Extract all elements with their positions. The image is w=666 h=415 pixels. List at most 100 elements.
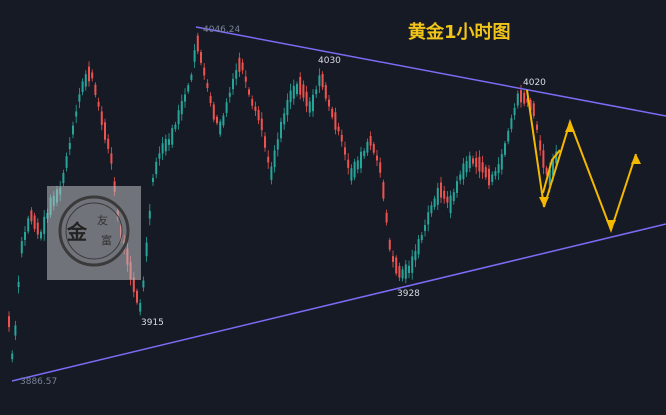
candle-body bbox=[260, 118, 263, 131]
candle-body bbox=[369, 135, 372, 146]
candle-body bbox=[94, 84, 97, 95]
candle-body bbox=[155, 161, 158, 175]
candle-body bbox=[395, 257, 398, 274]
candle-body bbox=[267, 156, 270, 163]
candle-body bbox=[516, 93, 519, 106]
candle-body bbox=[459, 174, 462, 181]
candle-body bbox=[180, 100, 183, 115]
projection-path-2 bbox=[542, 149, 561, 194]
candle-body bbox=[251, 99, 254, 106]
candle-body bbox=[20, 241, 23, 254]
candle-body bbox=[273, 150, 276, 168]
candle-body bbox=[107, 138, 110, 149]
candle-body bbox=[78, 94, 81, 102]
candle-body bbox=[481, 162, 484, 173]
candle-body bbox=[520, 90, 522, 103]
candle-body bbox=[158, 153, 161, 159]
candle-body bbox=[248, 89, 250, 95]
upper-trendline bbox=[195, 26, 666, 117]
candle-body bbox=[68, 142, 71, 150]
candle-body bbox=[401, 269, 404, 279]
candle-body bbox=[488, 168, 490, 186]
candle-body bbox=[388, 240, 391, 250]
candle-body bbox=[427, 212, 430, 225]
candle-body bbox=[529, 99, 532, 111]
candle-body bbox=[324, 85, 327, 99]
projection-arrow-1 bbox=[539, 197, 549, 207]
candle-body bbox=[334, 112, 337, 130]
candle-body bbox=[219, 121, 222, 135]
candle-body bbox=[174, 124, 177, 129]
candle-body bbox=[545, 167, 548, 175]
candle-body bbox=[270, 166, 273, 180]
candle-body bbox=[81, 81, 84, 93]
candle-body bbox=[465, 160, 468, 173]
candle-body bbox=[379, 162, 382, 173]
candle-body bbox=[110, 153, 113, 164]
candle-body bbox=[321, 73, 324, 88]
candle-body bbox=[539, 140, 542, 151]
candle-body bbox=[302, 84, 305, 98]
candle-body bbox=[430, 205, 433, 214]
candle-body bbox=[382, 182, 385, 199]
label-high: 4046.24 bbox=[203, 25, 241, 35]
label-3915: 3915 bbox=[141, 318, 164, 328]
candle-body bbox=[244, 76, 247, 82]
candle-body bbox=[513, 107, 516, 116]
candle-body bbox=[315, 89, 318, 95]
candle-body bbox=[148, 210, 151, 219]
candle-body bbox=[196, 35, 199, 52]
candle-body bbox=[62, 172, 65, 184]
candle-body bbox=[411, 256, 414, 273]
candle-body bbox=[542, 150, 545, 168]
chart-title: 黄金1小时图 bbox=[408, 22, 511, 43]
candle-body bbox=[462, 163, 465, 180]
candle-body bbox=[203, 67, 206, 76]
candle-body bbox=[292, 85, 295, 99]
candle-body bbox=[84, 74, 87, 87]
projection-arrow-4 bbox=[631, 154, 641, 164]
candle-body bbox=[433, 198, 436, 208]
candle-body bbox=[507, 130, 510, 142]
candle-body bbox=[408, 265, 410, 274]
candle-body bbox=[296, 83, 298, 95]
candle-body bbox=[72, 125, 74, 135]
candle-body bbox=[443, 190, 446, 199]
candle-body bbox=[318, 75, 321, 86]
candle-body bbox=[254, 106, 257, 112]
candle-body bbox=[475, 157, 478, 168]
candle-body bbox=[344, 147, 346, 155]
candle-body bbox=[8, 316, 10, 328]
candle-body bbox=[286, 100, 289, 116]
candle-body bbox=[104, 122, 106, 140]
candle-body bbox=[238, 57, 241, 72]
candle-body bbox=[264, 136, 266, 148]
candle-body bbox=[356, 160, 359, 170]
candle-body bbox=[523, 92, 526, 104]
candle-body bbox=[139, 303, 142, 312]
candle-body bbox=[164, 139, 167, 152]
candle-body bbox=[385, 212, 388, 223]
candle-body bbox=[312, 94, 314, 112]
candle-body bbox=[440, 182, 442, 198]
candle-body bbox=[200, 52, 202, 63]
candle-body bbox=[190, 74, 193, 80]
label-4020: 4020 bbox=[523, 78, 546, 88]
candle-body bbox=[510, 118, 513, 129]
candle-body bbox=[65, 156, 68, 168]
candle-body bbox=[484, 167, 487, 178]
candle-body bbox=[145, 242, 148, 257]
candle-body bbox=[350, 168, 353, 181]
candle-body bbox=[91, 72, 94, 79]
candle-body bbox=[241, 62, 244, 71]
candle-body bbox=[152, 177, 154, 183]
candle-body bbox=[14, 325, 17, 336]
candle-body bbox=[222, 115, 225, 126]
candle-body bbox=[404, 264, 407, 279]
candle-body bbox=[206, 83, 209, 88]
candle-body bbox=[417, 239, 420, 255]
candle-body bbox=[478, 156, 481, 172]
candle-body bbox=[337, 126, 340, 132]
candle-body bbox=[184, 94, 186, 102]
